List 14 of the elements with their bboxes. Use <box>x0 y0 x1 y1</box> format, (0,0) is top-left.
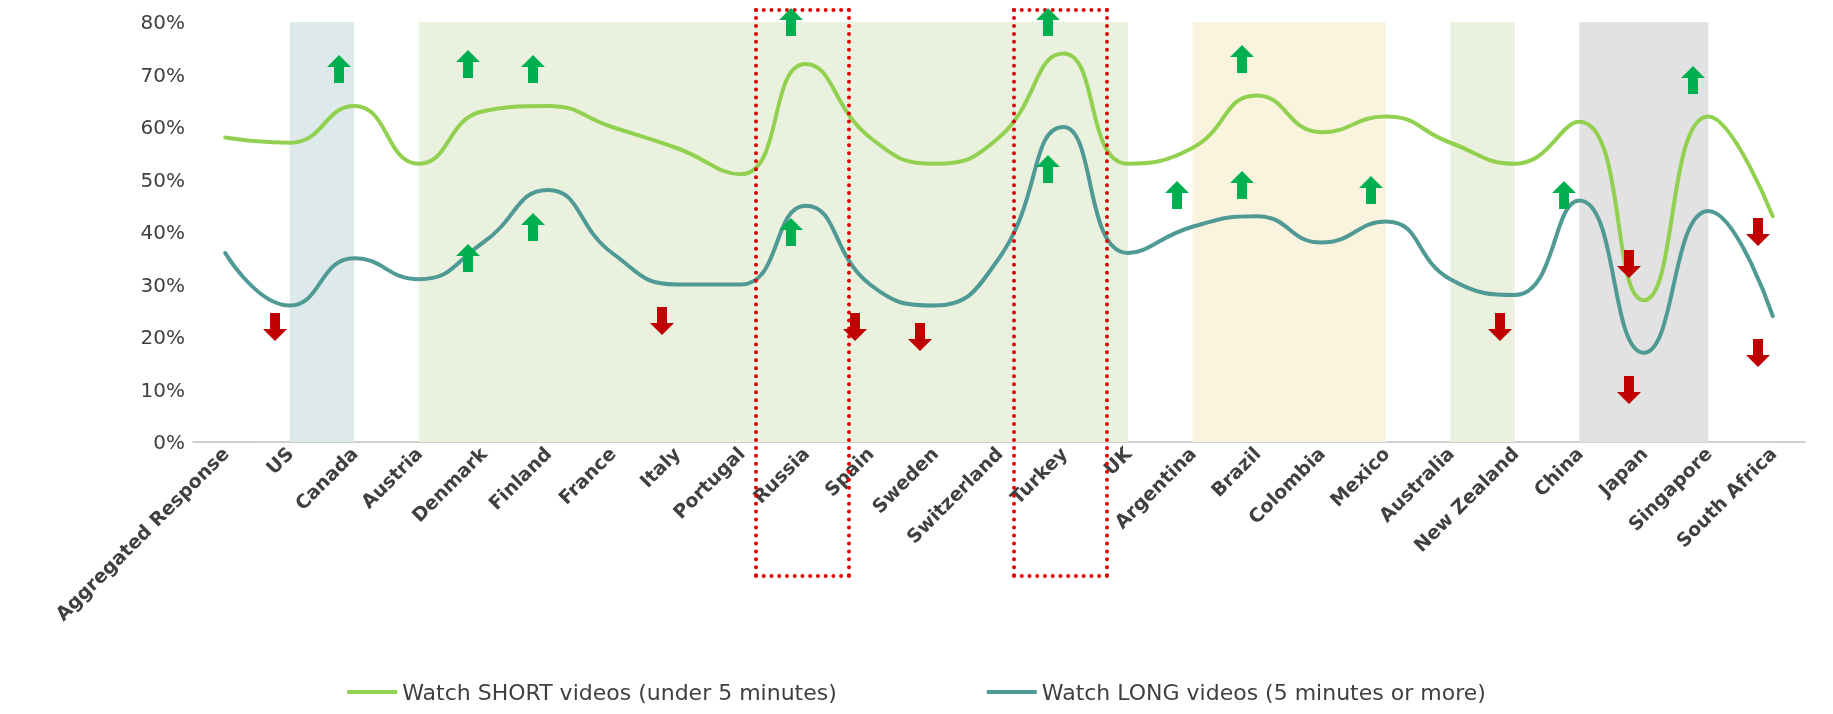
y-tick-label: 40% <box>140 220 185 244</box>
y-tick-label: 10% <box>140 377 185 402</box>
y-tick-label: 20% <box>140 325 185 349</box>
x-tick-label: US <box>261 442 298 479</box>
y-tick-label: 50% <box>140 167 185 192</box>
y-tick-label: 80% <box>140 10 185 34</box>
y-tick-label: 30% <box>140 272 185 297</box>
legend-label: Watch LONG videos (5 minutes or more) <box>1041 679 1486 705</box>
y-tick-label: 0% <box>153 430 185 454</box>
line-series <box>223 51 1775 303</box>
y-tick-label: 60% <box>140 115 185 139</box>
legend-label: Watch SHORT videos (under 5 minutes) <box>402 679 837 705</box>
line-series <box>223 125 1775 355</box>
y-tick-label: 70% <box>140 62 185 87</box>
